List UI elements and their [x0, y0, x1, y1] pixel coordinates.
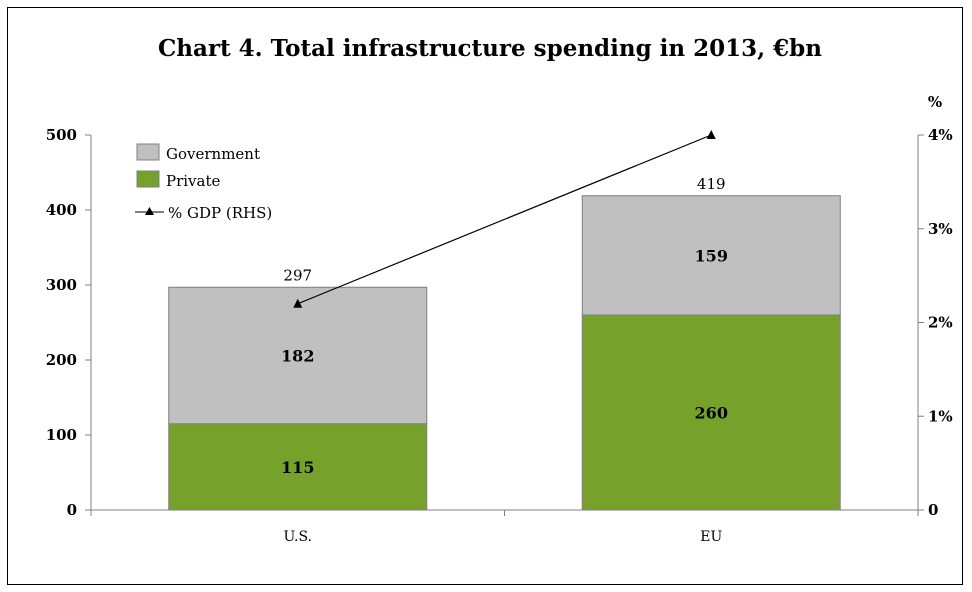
right-tick-label-0: 0	[928, 501, 938, 519]
x-tick-label-0: U.S.	[283, 529, 312, 545]
gdp-marker-0	[293, 298, 303, 308]
left-tick-label-4: 400	[46, 201, 77, 219]
bar-private-1	[581, 314, 841, 511]
legend-label-gdp: % GDP (RHS)	[168, 204, 272, 222]
left-tick-label-2: 200	[46, 351, 77, 369]
legend-swatch-government	[136, 143, 160, 161]
total-label-0: 297	[283, 266, 312, 284]
right-tick-label-3: 3%	[928, 220, 953, 238]
gdp-marker-1	[706, 130, 716, 139]
left-tick-label-5: 500	[46, 126, 77, 144]
right-tick-label-4: 4%	[928, 126, 953, 144]
right-tick-label-1: 1%	[928, 407, 953, 425]
left-tick-label-3: 300	[46, 276, 77, 294]
right-tick-label-2: 2%	[928, 314, 953, 332]
right-axis-unit: %	[928, 93, 942, 111]
total-label-1: 419	[697, 175, 726, 193]
chart-title: Chart 4. Total infrastructure spending i…	[158, 35, 822, 62]
legend-triangle-marker	[145, 207, 154, 215]
left-tick-label-1: 100	[46, 426, 77, 444]
data-label-private-1: 260	[695, 404, 728, 423]
gdp-line	[297, 134, 712, 305]
data-label-government-1: 159	[695, 246, 728, 265]
data-label-private-0: 115	[281, 458, 314, 477]
legend-label-government: Government	[166, 145, 260, 163]
bar-government-1	[581, 195, 841, 316]
x-tick-label-1: EU	[700, 529, 722, 545]
left-tick-label-0: 0	[67, 501, 77, 519]
bar-government-0	[168, 286, 428, 425]
legend: Government Private % GDP (RHS)	[135, 143, 272, 222]
bar-private-0	[168, 423, 428, 511]
data-label-government-0: 182	[281, 347, 314, 366]
legend-swatch-private	[136, 170, 160, 188]
legend-label-private: Private	[166, 172, 221, 190]
